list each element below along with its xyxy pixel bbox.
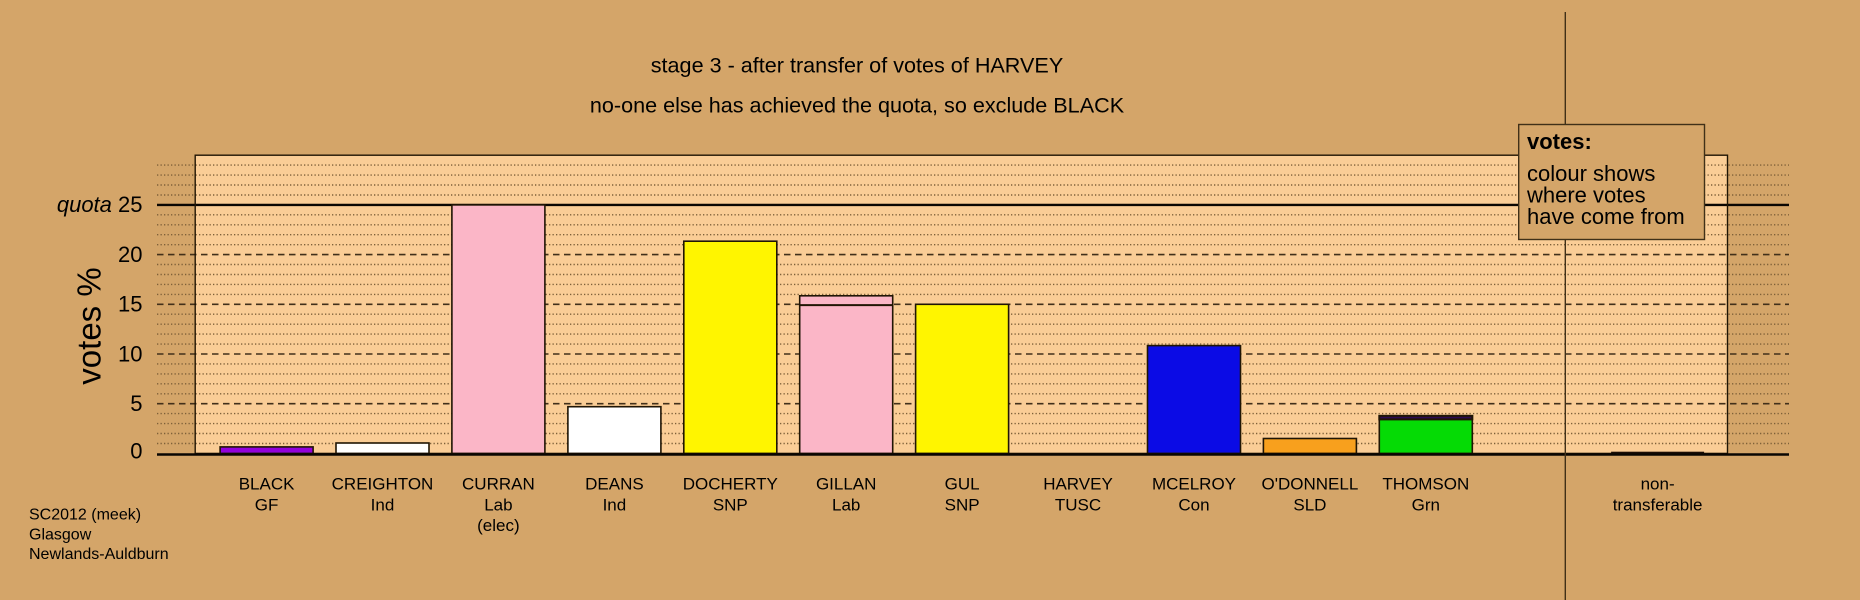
svg-text:Glasgow: Glasgow (29, 526, 92, 543)
svg-text:O'DONNELL: O'DONNELL (1262, 475, 1359, 494)
svg-text:Grn: Grn (1412, 496, 1440, 515)
svg-text:0: 0 (130, 439, 142, 464)
svg-text:Lab: Lab (484, 496, 512, 515)
svg-text:colour shows: colour shows (1527, 161, 1655, 186)
svg-text:Con: Con (1178, 496, 1209, 515)
svg-text:GUL: GUL (945, 475, 980, 494)
svg-text:SNP: SNP (713, 496, 748, 515)
svg-text:(elec): (elec) (477, 516, 520, 535)
svg-text:CURRAN: CURRAN (462, 475, 535, 494)
svg-text:votes:: votes: (1527, 129, 1592, 154)
svg-text:THOMSON: THOMSON (1382, 475, 1469, 494)
svg-text:DEANS: DEANS (585, 475, 644, 494)
svg-text:5: 5 (130, 391, 142, 416)
svg-text:15: 15 (118, 292, 142, 317)
svg-text:SLD: SLD (1293, 496, 1326, 515)
svg-text:Ind: Ind (603, 496, 627, 515)
svg-text:where votes: where votes (1526, 183, 1646, 208)
svg-text:have come from: have come from (1527, 204, 1685, 229)
svg-text:CREIGHTON: CREIGHTON (332, 475, 434, 494)
svg-text:GF: GF (255, 496, 279, 515)
svg-text:Lab: Lab (832, 496, 860, 515)
svg-text:TUSC: TUSC (1055, 496, 1101, 515)
svg-text:GILLAN: GILLAN (816, 475, 876, 494)
svg-text:HARVEY: HARVEY (1043, 475, 1113, 494)
svg-text:BLACK: BLACK (239, 475, 295, 494)
svg-text:Ind: Ind (371, 496, 395, 515)
svg-text:no-one else has achieved the q: no-one else has achieved the quota, so e… (590, 93, 1125, 118)
svg-text:MCELROY: MCELROY (1152, 475, 1236, 494)
svg-text:SC2012 (meek): SC2012 (meek) (29, 507, 141, 524)
svg-text:20: 20 (118, 242, 142, 267)
svg-text:stage 3 - after transfer of vo: stage 3 - after transfer of votes of HAR… (651, 52, 1063, 77)
svg-text:10: 10 (118, 341, 142, 366)
svg-text:DOCHERTY: DOCHERTY (683, 475, 778, 494)
svg-text:non-: non- (1641, 475, 1675, 494)
svg-text:votes %: votes % (71, 267, 108, 384)
svg-text:SNP: SNP (945, 496, 980, 515)
svg-text:quota 25: quota 25 (57, 192, 143, 217)
svg-text:transferable: transferable (1613, 496, 1703, 515)
svg-text:Newlands-Auldburn: Newlands-Auldburn (29, 546, 169, 563)
